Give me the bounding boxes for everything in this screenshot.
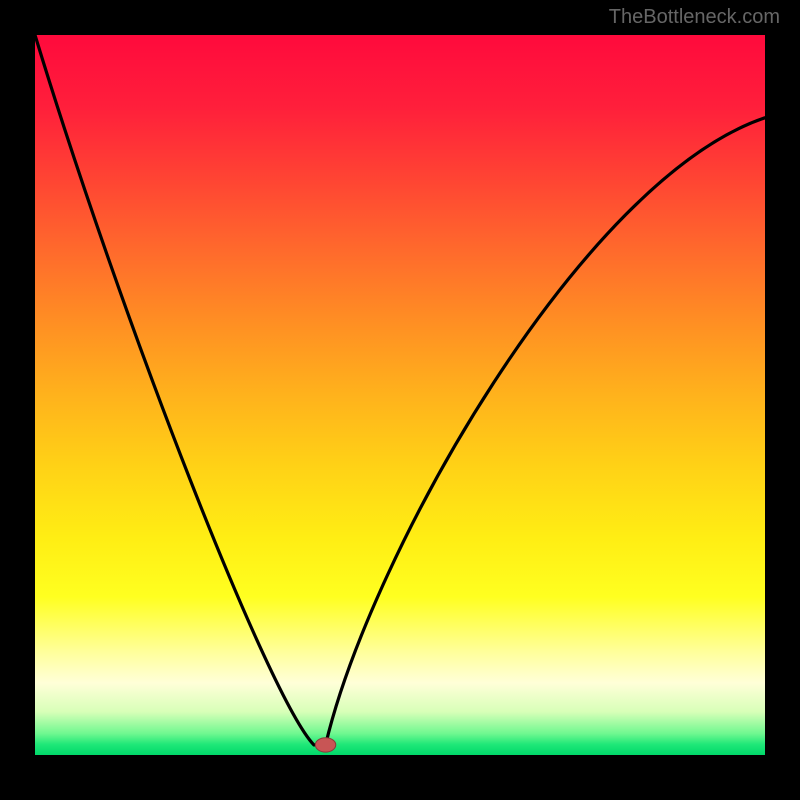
bottleneck-curve	[35, 35, 765, 755]
curve-line	[35, 35, 765, 745]
watermark-text: TheBottleneck.com	[609, 6, 780, 29]
minimum-marker	[315, 738, 335, 752]
